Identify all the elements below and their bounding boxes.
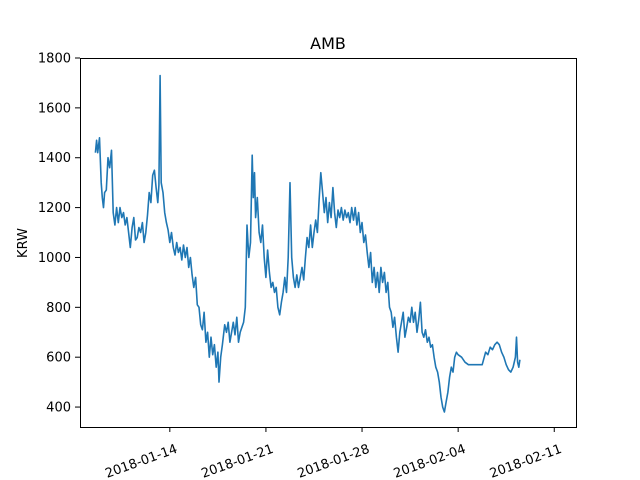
- y-tick-label: 1400: [38, 151, 71, 166]
- y-axis: 400 600 800 1000 1200 1400 1600 1800: [38, 52, 80, 416]
- plot-frame: [80, 58, 577, 428]
- series-line: [94, 74, 521, 413]
- y-tick-label: 1000: [38, 251, 71, 266]
- y-tick-label: 400: [46, 401, 71, 416]
- chart-title: AMB: [310, 34, 346, 53]
- y-tick-label: 600: [46, 351, 71, 366]
- y-tick-label: 1800: [38, 52, 71, 67]
- y-axis-label: KRW: [16, 228, 31, 258]
- y-tick-label: 1600: [38, 101, 71, 116]
- series-group: [94, 74, 521, 413]
- y-tick-label: 1200: [38, 201, 71, 216]
- y-tick-label: 800: [46, 301, 71, 316]
